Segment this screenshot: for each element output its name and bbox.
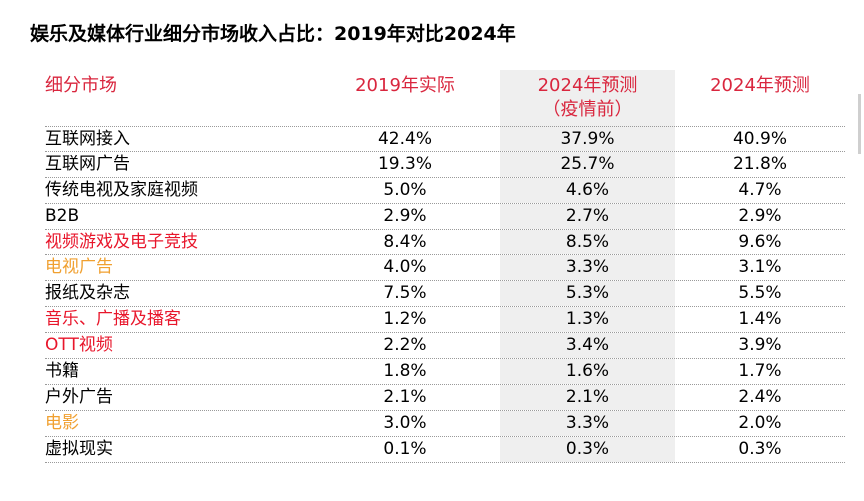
- cell-2024-forecast: 40.9%: [732, 129, 787, 149]
- cell-2024-pre-covid: 3.4%: [500, 333, 675, 359]
- cell-2024-pre-covid: 3.3%: [500, 410, 675, 436]
- cell-market: 电影: [45, 412, 79, 433]
- cell-2024-forecast: 21.8%: [732, 153, 787, 174]
- cell-market: 互联网接入: [45, 129, 130, 149]
- header-market-label: 细分市场: [45, 75, 117, 96]
- cell-2024-pre-covid: 0.3%: [500, 436, 675, 462]
- cell-2024-forecast: 1.7%: [738, 361, 782, 382]
- table-row: 电视广告 4.0% 3.3% 3.1%: [45, 255, 845, 282]
- cell-market: 互联网广告: [45, 153, 130, 174]
- header-2024-forecast-label: 2024年预测: [710, 75, 810, 96]
- cell-2024-forecast: 3.1%: [738, 257, 782, 278]
- cell-2019-actual: 1.2%: [383, 309, 427, 330]
- cell-2024-pre-covid: 8.5%: [500, 229, 675, 255]
- header-2024-pre-covid-line1: 2024年预测: [537, 75, 638, 96]
- cell-2019-actual: 4.0%: [383, 257, 427, 278]
- cell-2024-pre-covid: 1.6%: [500, 359, 675, 384]
- cell-2024-forecast: 2.9%: [738, 205, 782, 226]
- cell-2024-pre-covid: 4.6%: [500, 177, 675, 203]
- cell-2019-actual: 3.0%: [383, 412, 427, 433]
- table-row: 视频游戏及电子竞技 8.4% 8.5% 9.6%: [45, 229, 845, 256]
- cell-2024-pre-covid: 1.3%: [500, 307, 675, 333]
- table-row: B2B 2.9% 2.7% 2.9%: [45, 203, 845, 230]
- cell-market: 电视广告: [45, 257, 113, 278]
- table-header: 细分市场 2019年实际 2024年预测 （疫情前） 2024年预测: [45, 70, 845, 130]
- cell-market: 视频游戏及电子竞技: [45, 231, 198, 252]
- cell-market: 书籍: [45, 361, 79, 382]
- cell-2024-pre-covid: 5.3%: [500, 281, 675, 307]
- cell-2024-forecast: 3.9%: [738, 335, 782, 356]
- cell-2019-actual: 19.3%: [377, 153, 432, 174]
- page-title: 娱乐及媒体行业细分市场收入占比：2019年对比2024年: [30, 23, 516, 45]
- cell-2024-forecast: 4.7%: [738, 179, 782, 200]
- cell-2024-forecast: 2.4%: [738, 386, 782, 407]
- header-2024-pre-covid: 2024年预测 （疫情前）: [500, 70, 675, 130]
- table-body: 互联网接入 42.4% 37.9% 40.9% 互联网广告 19.3% 25.7% 21.8%…: [45, 126, 845, 463]
- header-2024-forecast: 2024年预测: [675, 70, 845, 130]
- table-row: 互联网广告 19.3% 25.7% 21.8%: [45, 151, 845, 178]
- cell-market: OTT视频: [45, 335, 113, 356]
- market-share-table: 细分市场 2019年实际 2024年预测 （疫情前） 2024年预测 互联网接入…: [45, 70, 845, 463]
- cell-2019-actual: 42.4%: [377, 129, 432, 149]
- cell-2024-pre-covid: 2.7%: [500, 203, 675, 229]
- cell-market: 传统电视及家庭视频: [45, 179, 198, 200]
- header-2019-actual-label: 2019年实际: [355, 75, 455, 96]
- table-row: OTT视频 2.2% 3.4% 3.9%: [45, 333, 845, 360]
- table-row: 报纸及杂志 7.5% 5.3% 5.5%: [45, 281, 845, 308]
- cell-2024-forecast: 1.4%: [738, 309, 782, 330]
- header-market: 细分市场: [45, 70, 295, 130]
- cell-2019-actual: 1.8%: [383, 361, 427, 382]
- cell-market: 报纸及杂志: [45, 283, 130, 304]
- cell-market: 虚拟现实: [45, 438, 113, 459]
- table-row: 书籍 1.8% 1.6% 1.7%: [45, 359, 845, 385]
- table-row: 传统电视及家庭视频 5.0% 4.6% 4.7%: [45, 177, 845, 204]
- header-2019-actual: 2019年实际: [310, 70, 500, 130]
- cell-2024-pre-covid: 37.9%: [500, 127, 675, 151]
- cell-2019-actual: 8.4%: [383, 231, 427, 252]
- cell-2019-actual: 2.1%: [383, 386, 427, 407]
- cell-2024-pre-covid: 3.3%: [500, 255, 675, 281]
- cell-market: B2B: [45, 205, 80, 226]
- cell-2024-forecast: 2.0%: [738, 412, 782, 433]
- right-edge-bar: [858, 94, 861, 154]
- header-2024-pre-covid-line2: （疫情前）: [542, 99, 633, 120]
- table-row: 互联网接入 42.4% 37.9% 40.9%: [45, 126, 845, 152]
- table-row: 电影 3.0% 3.3% 2.0%: [45, 410, 845, 437]
- cell-2024-pre-covid: 2.1%: [500, 384, 675, 410]
- cell-market: 音乐、广播及播客: [45, 309, 181, 330]
- cell-market: 户外广告: [45, 386, 113, 407]
- cell-2024-forecast: 0.3%: [738, 438, 782, 459]
- cell-2024-pre-covid: 25.7%: [500, 151, 675, 177]
- table-row: 虚拟现实 0.1% 0.3% 0.3%: [45, 436, 845, 463]
- cell-2019-actual: 5.0%: [383, 179, 427, 200]
- cell-2019-actual: 2.2%: [383, 335, 427, 356]
- cell-2019-actual: 7.5%: [383, 283, 427, 304]
- cell-2019-actual: 2.9%: [383, 205, 427, 226]
- cell-2024-forecast: 9.6%: [738, 231, 782, 252]
- table-row: 户外广告 2.1% 2.1% 2.4%: [45, 384, 845, 411]
- table-row: 音乐、广播及播客 1.2% 1.3% 1.4%: [45, 307, 845, 334]
- cell-2019-actual: 0.1%: [383, 438, 427, 459]
- cell-2024-forecast: 5.5%: [738, 283, 782, 304]
